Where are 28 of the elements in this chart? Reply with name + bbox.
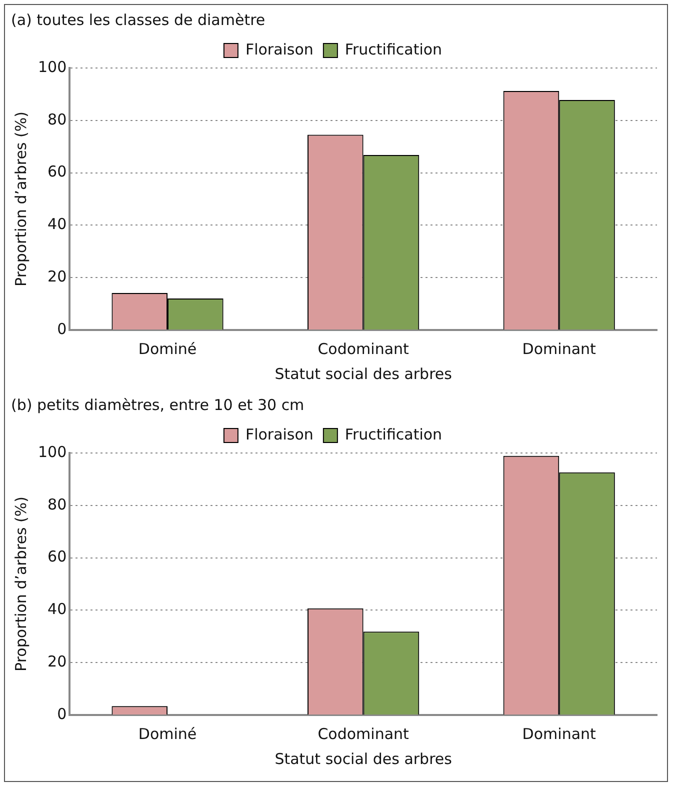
y-tick-label: 20 <box>48 267 67 286</box>
x-tick-label: Dominé <box>138 724 197 743</box>
y-tick-label: 80 <box>48 495 67 514</box>
chart-title: (a) toutes les classes de diamètre <box>10 10 266 31</box>
x-axis-title: Statut social des arbres <box>274 750 452 768</box>
x-tick-label: Dominant <box>522 340 596 358</box>
y-tick-label: 0 <box>57 320 67 338</box>
x-tick-label: Dominé <box>138 340 197 358</box>
y-tick-label: 60 <box>48 162 67 181</box>
legend-label: Floraison <box>245 425 314 444</box>
y-tick-label: 100 <box>38 442 67 461</box>
legend-label: Fructification <box>344 40 442 58</box>
x-axis-title: Statut social des arbres <box>274 364 452 383</box>
legend-label: Fructification <box>344 425 442 444</box>
y-tick-label: 60 <box>48 548 67 566</box>
y-tick-label: 0 <box>57 704 67 723</box>
y-tick-label: 20 <box>48 652 67 670</box>
legend-label: Floraison <box>245 40 314 58</box>
y-tick-label: 80 <box>48 110 67 128</box>
y-axis-title: Proportion d’arbres (%) <box>12 112 30 286</box>
x-tick-label: Codominant <box>318 340 410 358</box>
x-tick-label: Dominant <box>522 724 596 743</box>
y-tick-label: 100 <box>38 58 67 76</box>
y-tick-label: 40 <box>48 600 67 618</box>
y-axis-title: Proportion d’arbres (%) <box>12 496 30 672</box>
x-tick-label: Codominant <box>318 724 410 743</box>
chart-title: (b) petits diamètres, entre 10 et 30 cm <box>10 395 306 416</box>
y-tick-label: 40 <box>48 215 67 234</box>
